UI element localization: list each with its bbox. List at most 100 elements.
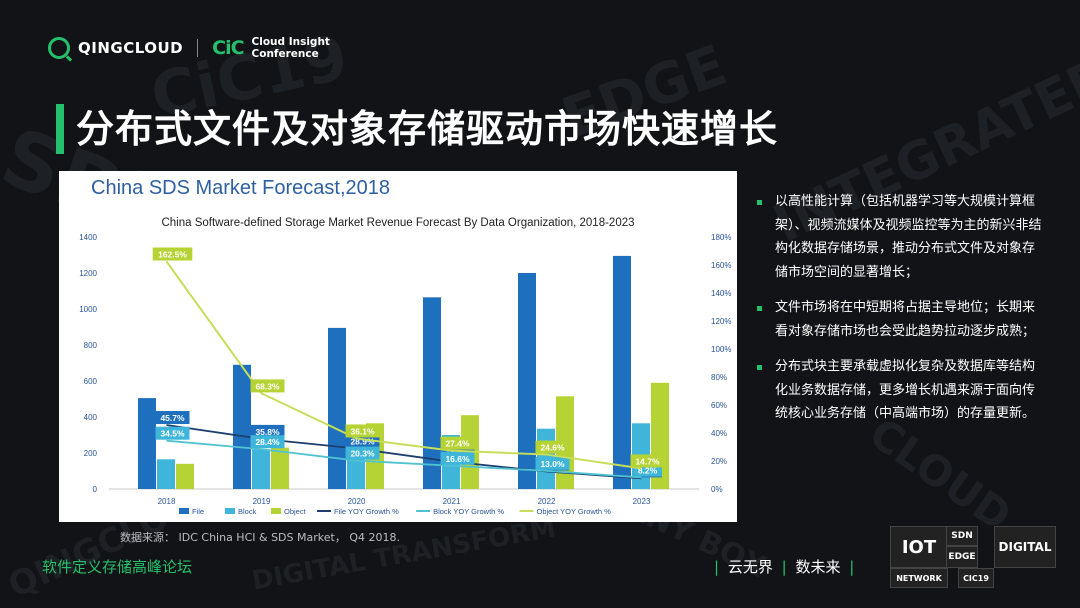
bar-file	[233, 364, 251, 489]
y-tick-label: 1000	[79, 305, 97, 314]
legend-label: File YOY Growth %	[334, 507, 399, 516]
y2-tick-label: 140%	[711, 289, 731, 298]
y-tick-label: 0	[93, 485, 98, 494]
x-tick-label: 2020	[348, 497, 366, 506]
slogan-bar: |	[714, 558, 720, 576]
bar-file	[328, 327, 346, 489]
data-label: 35.8%	[255, 427, 280, 437]
slide-title: 分布式文件及对象存储驱动市场快速增长	[76, 107, 779, 151]
badge-cic19: CIC19	[958, 568, 994, 588]
data-label-bg	[250, 424, 285, 438]
data-label-bg	[155, 426, 190, 440]
x-tick-label: 2019	[253, 497, 271, 506]
data-label: 28.4%	[255, 437, 280, 447]
conference-line-1: Cloud Insight	[251, 36, 330, 48]
data-label: 27.4%	[445, 439, 470, 449]
data-label: 20.3%	[350, 449, 375, 459]
legend-swatch	[225, 508, 235, 514]
bar-block	[157, 459, 175, 489]
title-accent-bar	[56, 104, 64, 154]
data-label: 16.6%	[445, 454, 470, 464]
event-badges: IOT SDN EDGE NETWORK DIGITAL CIC19	[890, 522, 1056, 588]
y2-tick-label: 80%	[711, 373, 727, 382]
data-label-bg	[155, 411, 190, 425]
data-label-bg	[152, 247, 193, 261]
data-label: 34.5%	[160, 429, 185, 439]
data-label-bg	[250, 379, 285, 393]
data-label: 24.6%	[540, 443, 565, 453]
y2-tick-label: 100%	[711, 345, 731, 354]
legend-label: Object YOY Growth %	[537, 507, 612, 516]
data-label-bg	[535, 440, 570, 454]
bar-file	[613, 255, 631, 489]
badge-edge: EDGE	[946, 546, 978, 568]
y2-tick-label: 60%	[711, 401, 727, 410]
chart-title: China Software-defined Storage Market Re…	[161, 217, 634, 229]
bullet-item: 以高性能计算（包括机器学习等大规模计算框架）、视频流媒体及视频监控等为主的新兴非…	[757, 190, 1047, 284]
data-source: 数据来源： IDC China HCI & SDS Market， Q4 201…	[120, 531, 400, 544]
y2-tick-label: 0%	[711, 485, 723, 494]
badge-iot: IOT	[890, 526, 948, 568]
bullet-item: 文件市场将在中短期将占据主导地位；长期来看对象存储市场也会受此趋势拉动逐步成熟；	[757, 296, 1047, 343]
y2-tick-label: 40%	[711, 429, 727, 438]
y2-tick-label: 120%	[711, 317, 731, 326]
badge-network: NETWORK	[890, 568, 948, 588]
legend-label: Block YOY Growth %	[433, 507, 504, 516]
y-tick-label: 1400	[79, 233, 97, 242]
data-label: 13.0%	[540, 459, 565, 469]
data-label: 8.2%	[638, 466, 658, 476]
y-tick-label: 400	[84, 413, 98, 422]
badge-digital: DIGITAL	[994, 526, 1056, 568]
data-label-bg	[535, 456, 570, 470]
data-label: 68.3%	[255, 381, 280, 391]
legend-label: File	[192, 507, 204, 516]
y2-tick-label: 180%	[711, 233, 731, 242]
slogan-part-1: 云无界	[727, 558, 773, 576]
legend-swatch	[179, 508, 189, 514]
slogan-bar: |	[849, 558, 855, 576]
forum-name: 软件定义存储高峰论坛	[42, 558, 193, 576]
cic-logo: CiC	[212, 37, 244, 59]
data-label: 36.1%	[350, 426, 375, 436]
y-tick-label: 800	[84, 341, 98, 350]
line-block-yoy-growth-	[166, 439, 642, 479]
data-label-bg	[345, 424, 380, 438]
data-label: 45.7%	[160, 413, 185, 423]
data-label-bg	[440, 436, 475, 450]
bullet-item: 分布式块主要承载虚拟化复杂及数据库等结构化业务数据存储，更多增长机遇来源于面向传…	[757, 355, 1047, 426]
data-label-bg	[250, 435, 285, 449]
bar-file	[138, 398, 156, 489]
y2-tick-label: 160%	[711, 261, 731, 270]
chart-panel-title: China SDS Market Forecast,2018	[91, 177, 391, 199]
chart: China Software-defined Storage Market Re…	[79, 217, 731, 516]
brand-name: QINGCLOUD	[78, 39, 184, 57]
x-tick-label: 2021	[443, 497, 461, 506]
slogan-bar: |	[781, 558, 787, 576]
conference-name: Cloud Insight Conference	[252, 36, 330, 60]
data-label: 28.9%	[350, 437, 375, 447]
y-tick-label: 600	[84, 377, 98, 386]
bar-object	[176, 463, 194, 489]
data-label: 14.7%	[635, 456, 660, 466]
x-tick-label: 2018	[158, 497, 176, 506]
x-tick-label: 2023	[633, 497, 651, 506]
y-tick-label: 200	[84, 449, 98, 458]
bullet-list: 以高性能计算（包括机器学习等大规模计算框架）、视频流媒体及视频监控等为主的新兴非…	[757, 190, 1047, 438]
data-label-bg	[630, 454, 665, 468]
y2-tick-label: 20%	[711, 457, 727, 466]
y-tick-label: 1200	[79, 269, 97, 278]
x-tick-label: 2022	[538, 497, 556, 506]
slogan: | 云无界 | 数未来 |	[710, 556, 858, 577]
slogan-part-2: 数未来	[795, 558, 841, 576]
header-divider	[197, 39, 199, 57]
legend-label: Block	[238, 507, 257, 516]
bar-object	[271, 447, 289, 489]
qingcloud-logo-icon	[48, 37, 70, 59]
conference-line-2: Conference	[251, 48, 319, 60]
header: QINGCLOUD CiC Cloud Insight Conference	[48, 36, 330, 60]
badge-sdn: SDN	[946, 526, 978, 546]
chart-panel: China SDS Market Forecast,2018 China Sof…	[59, 171, 737, 522]
bar-file	[423, 297, 441, 489]
bar-block	[252, 449, 270, 489]
legend-label: Object	[284, 507, 307, 516]
